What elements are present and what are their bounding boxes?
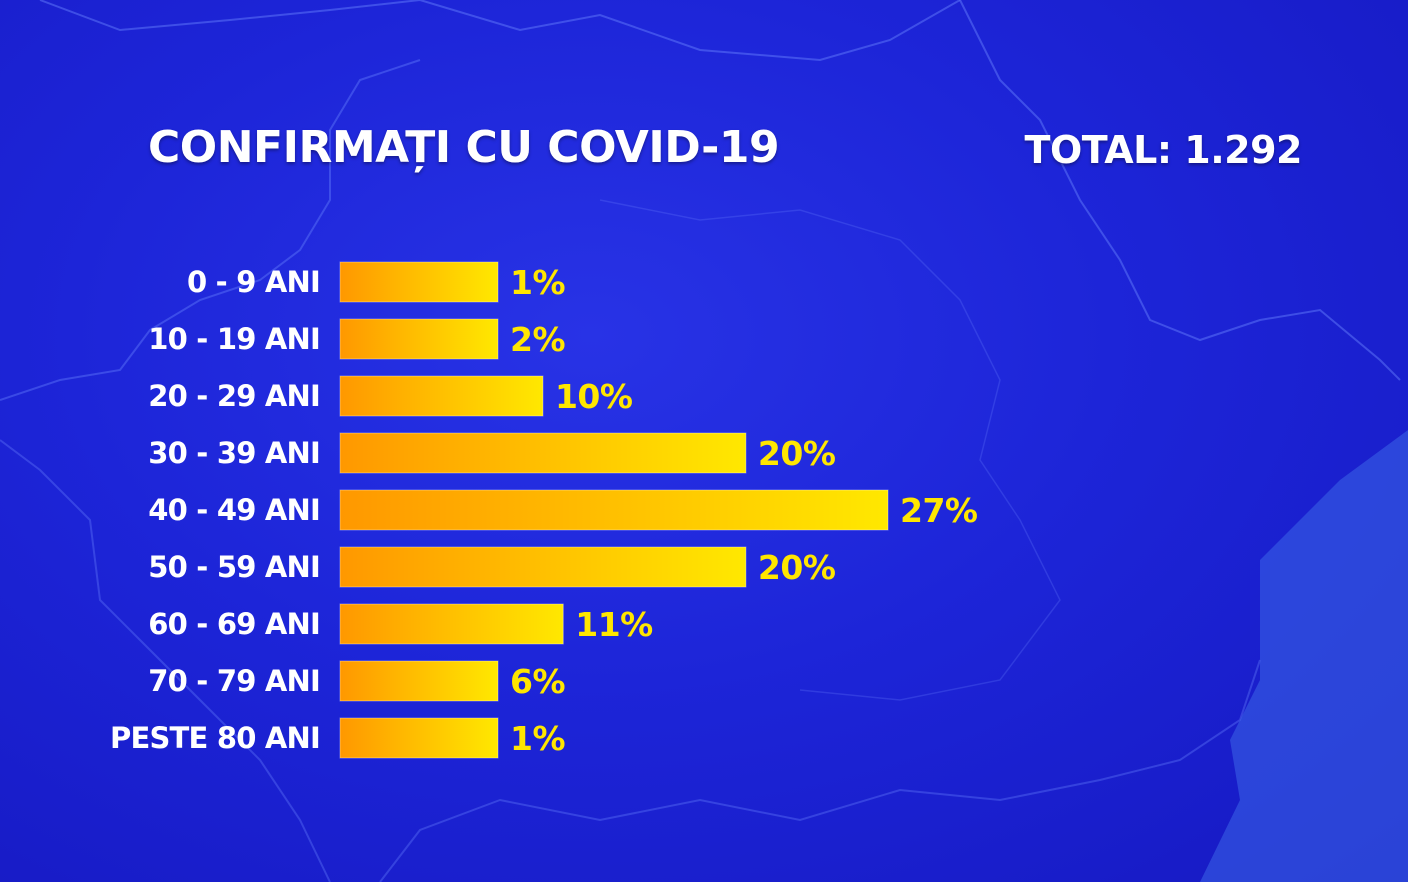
category-label-3: 30 - 39 ANI: [148, 436, 320, 470]
page-title: CONFIRMAȚI CU COVID-19: [148, 122, 780, 173]
category-label-6: 60 - 69 ANI: [148, 607, 320, 641]
bar-0: [339, 261, 499, 303]
bar-1: [339, 318, 499, 360]
category-label-2: 20 - 29 ANI: [148, 379, 320, 413]
value-label-2: 10%: [555, 377, 633, 416]
category-label-5: 50 - 59 ANI: [148, 550, 320, 584]
category-label-7: 70 - 79 ANI: [148, 664, 320, 698]
total-count: TOTAL: 1.292: [1024, 128, 1303, 172]
category-label-0: 0 - 9 ANI: [187, 265, 320, 299]
bar-5: [339, 546, 747, 588]
bar-4: [339, 489, 889, 531]
bar-3: [339, 432, 747, 474]
value-label-4: 27%: [900, 491, 978, 530]
value-label-0: 1%: [510, 263, 565, 302]
value-label-3: 20%: [758, 434, 836, 473]
bar-2: [339, 375, 544, 417]
bar-6: [339, 603, 564, 645]
category-label-8: PESTE 80 ANI: [110, 721, 320, 755]
value-label-7: 6%: [510, 662, 565, 701]
bar-7: [339, 660, 499, 702]
value-label-5: 20%: [758, 548, 836, 587]
value-label-1: 2%: [510, 320, 565, 359]
value-label-8: 1%: [510, 719, 565, 758]
category-label-4: 40 - 49 ANI: [148, 493, 320, 527]
category-label-1: 10 - 19 ANI: [148, 322, 320, 356]
bar-8: [339, 717, 499, 759]
value-label-6: 11%: [575, 605, 653, 644]
